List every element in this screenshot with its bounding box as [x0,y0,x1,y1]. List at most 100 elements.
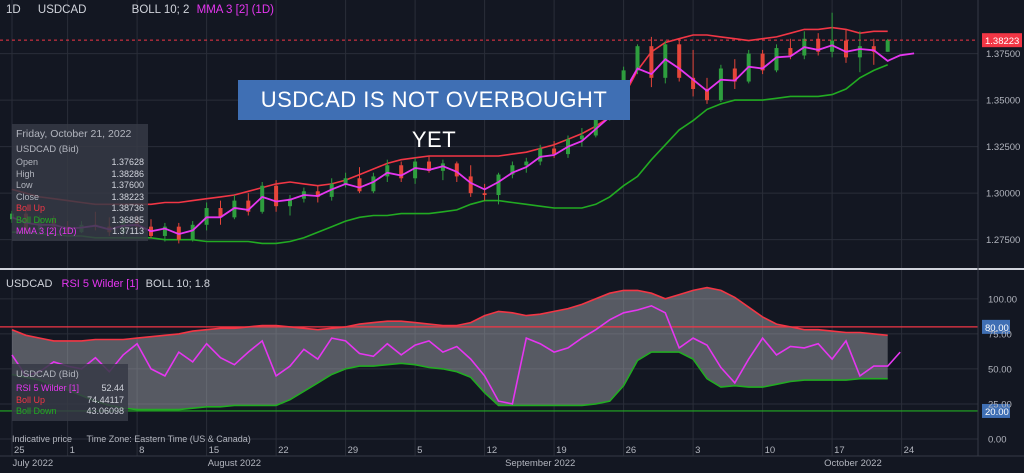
time-tick-0: 25 [14,445,25,456]
rsi-symbol-label[interactable]: USDCAD [6,278,53,290]
candle-25 [357,167,362,194]
symbol-label[interactable]: USDCAD [37,4,87,16]
price-legend-value-0: 1.37628 [111,157,144,167]
rsi-legend-title: USDCAD (Bid) [16,369,79,380]
candle-body-37 [524,161,529,166]
candle-body-15 [218,208,223,218]
boll-down-line [12,64,888,245]
price-legend: Friday, October 21, 2022 USDCAD (Bid) Op… [12,124,148,241]
candle-body-48 [677,44,682,78]
price-tick-2: 1.32500 [986,142,1020,153]
rsi-level-label-0: 80.00 [985,323,1009,334]
rsi-legend: USDCAD (Bid) RSI 5 Wilder [1] 52.44 Boll U… [12,364,128,421]
candle-body-62 [871,46,876,52]
candle-body-30 [427,161,431,171]
candle-15 [218,200,223,225]
time-tick-3: 15 [209,445,220,456]
ma-indicator-label[interactable]: MMA 3 [2] (1D) [196,4,274,16]
rsi-legend-row-1: Boll Up 74.44117 [16,395,124,407]
candle-36 [510,161,515,179]
rsi-tick-1: 25.00 [988,399,1012,410]
rsi-boll-down-line [11,351,888,411]
rsi-legend-value-0: 52.44 [101,383,124,393]
candle-body-13 [190,224,195,240]
rsi-legend-label-2: Boll Down [16,406,57,416]
candle-body-34 [482,193,487,196]
price-legend-label-2: Low [16,180,33,190]
candle-body-25 [357,178,362,192]
candle-body-11 [162,226,167,236]
time-tick-7: 12 [487,445,498,456]
candle-body-54 [760,53,765,71]
last-price-label: 1.38223 [985,36,1019,47]
candle-52 [732,59,737,89]
candle-33 [468,165,473,197]
candle-28 [399,161,404,182]
rsi-legend-label-1: Boll Up [16,394,46,405]
candle-body-45 [635,46,640,71]
candle-body-52 [732,68,737,82]
candle-34 [482,183,487,201]
candle-35 [496,172,501,205]
candle-body-36 [510,165,515,175]
time-tick-13: 24 [904,445,915,456]
candle-38 [538,144,543,166]
candle-62 [871,38,876,65]
candle-body-55 [774,48,779,71]
boll-indicator-label[interactable]: BOLL 10; 2 [131,4,190,16]
candle-body-32 [454,163,459,177]
mma-line [11,44,915,236]
candle-body-46 [649,46,654,78]
price-legend-label-1: High [16,168,35,179]
candle-63 [885,38,890,52]
footer: Indicative price Time Zone: Eastern Time… [12,434,251,444]
rsi-header: USDCAD RSI 5 Wilder [1] BOLL 10; 1.8 [6,278,210,290]
time-tick-5: 29 [348,445,359,456]
candle-20 [288,195,292,216]
legend-title: USDCAD (Bid) [16,144,79,155]
rsi-indicator-label[interactable]: RSI 5 Wilder [1] [61,278,139,290]
candle-body-22 [315,191,320,197]
time-tick-4: 22 [278,445,289,456]
candle-body-19 [274,185,279,207]
time-tick-10: 3 [695,445,700,456]
price-legend-row-6: MMA 3 [2] (1D) 1.37113 [16,226,144,238]
rsi-legend-row-2: Boll Down 43.06098 [16,406,124,418]
candle-body-49 [691,77,696,89]
candle-37 [524,157,529,173]
month-label-2: September 2022 [505,458,575,468]
candle-57 [802,31,807,60]
candle-body-51 [718,68,723,101]
rsi-boll-up-line [11,286,888,342]
candle-body-42 [593,118,598,136]
rsi-boll-label[interactable]: BOLL 10; 1.8 [145,278,211,290]
candle-body-41 [579,135,584,140]
candle-31 [440,159,445,181]
rsi-legend-label-0: RSI 5 Wilder [1] [16,383,80,393]
price-legend-value-4: 1.38736 [111,203,144,213]
price-legend-label-0: Open [16,157,39,167]
interval-label[interactable]: 1D [6,4,21,16]
price-legend-label-6: MMA 3 [2] (1D) [16,226,77,236]
rsi-tick-3: 75.00 [988,329,1012,340]
candle-body-63 [885,40,890,52]
rsi-legend-value-2: 43.06098 [86,406,124,416]
price-legend-row-4: Boll Up 1.38736 [16,203,144,215]
candle-27 [385,159,390,182]
candle-29 [413,157,418,184]
price-legend-value-1: 1.38286 [111,168,144,179]
candle-61 [857,31,862,73]
price-legend-value-5: 1.36885 [111,214,144,225]
time-tick-2: 8 [139,445,144,456]
candle-54 [760,49,765,75]
candle-body-26 [371,176,376,192]
candle-22 [315,185,320,203]
candle-body-50 [705,88,709,101]
candle-body-58 [816,38,821,52]
candle-19 [274,180,279,212]
candle-11 [162,222,167,242]
rsi-tick-4: 100.00 [988,294,1017,305]
price-legend-value-6: 1.37113 [112,226,144,236]
